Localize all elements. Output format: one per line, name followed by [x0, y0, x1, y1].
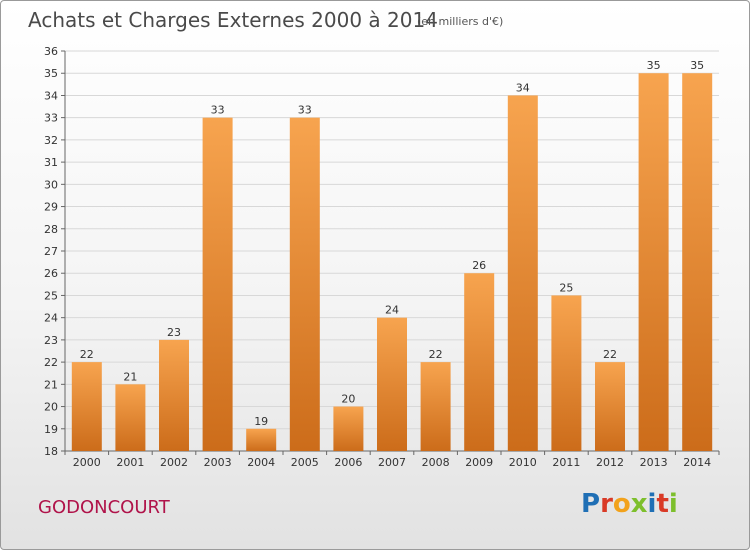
- label-layer: 2000 22 2001 21 2002 23 2003 33 2004 19 2005 33 2006…: [73, 59, 711, 469]
- bar: [420, 362, 451, 451]
- bar: [333, 406, 364, 451]
- x-tick-label: 2011: [552, 456, 580, 469]
- bar-layer: [71, 73, 713, 452]
- bar: [551, 295, 582, 451]
- y-tick-label: 19: [44, 423, 58, 436]
- logo-letter: i: [647, 489, 657, 519]
- logo-letter: P: [581, 489, 601, 519]
- y-tick-label: 18: [44, 445, 58, 458]
- y-tick-label: 32: [44, 134, 58, 147]
- bar-value-label: 22: [603, 348, 617, 361]
- logo-letter: r: [600, 489, 613, 519]
- y-tick-label: 33: [44, 112, 58, 125]
- x-tick-label: 2013: [640, 456, 668, 469]
- chart-title: Achats et Charges Externes 2000 à 2014: [28, 8, 438, 32]
- x-tick-label: 2014: [683, 456, 711, 469]
- bar: [638, 73, 669, 451]
- bar-value-label: 20: [341, 393, 355, 406]
- y-tick-label: 27: [44, 245, 58, 258]
- logo-letter: t: [656, 489, 669, 519]
- bar-value-label: 33: [298, 104, 312, 117]
- bar-value-label: 35: [690, 59, 704, 72]
- y-tick-label: 22: [44, 356, 58, 369]
- x-tick-label: 2008: [422, 456, 450, 469]
- bar: [71, 362, 102, 451]
- x-tick-label: 2003: [204, 456, 232, 469]
- x-tick-label: 2009: [465, 456, 493, 469]
- y-tick-label: 29: [44, 201, 58, 214]
- bar: [202, 117, 233, 452]
- x-tick-label: 2004: [247, 456, 275, 469]
- bar: [595, 362, 625, 451]
- y-tick-label: 31: [44, 156, 58, 169]
- logo-letter: x: [630, 489, 648, 519]
- bar-value-label: 26: [472, 259, 486, 272]
- y-tick-label: 20: [44, 401, 58, 414]
- bar: [464, 273, 495, 451]
- x-tick-label: 2005: [291, 456, 319, 469]
- y-tick-label: 23: [44, 334, 58, 347]
- x-tick-label: 2010: [509, 456, 537, 469]
- chart-unit: (en milliers d'€): [417, 15, 504, 28]
- y-tick-label: 34: [44, 89, 58, 102]
- logo-letter: o: [612, 489, 631, 519]
- y-tick-label: 24: [44, 312, 58, 325]
- y-tick-label: 30: [44, 178, 58, 191]
- x-tick-label: 2012: [596, 456, 624, 469]
- x-tick-label: 2000: [73, 456, 101, 469]
- y-tick-label: 21: [44, 378, 58, 391]
- y-tick-label: 36: [44, 45, 58, 58]
- place-name: GODONCOURT: [38, 497, 170, 518]
- bar-value-label: 21: [123, 370, 137, 383]
- bar-value-label: 22: [80, 348, 94, 361]
- proxiti-logo[interactable]: Proxiti: [581, 489, 678, 519]
- bar: [289, 117, 320, 452]
- axis-layer: 18 19 20 21 22 23 24 25 26 27 28 29 30 31 32 33 34 35 36: [44, 45, 720, 458]
- x-tick-label: 2006: [334, 456, 362, 469]
- bar-value-label: 33: [211, 104, 225, 117]
- y-tick-label: 25: [44, 289, 58, 302]
- x-tick-label: 2001: [116, 456, 144, 469]
- bar-value-label: 22: [429, 348, 443, 361]
- bar: [682, 73, 713, 451]
- bar: [377, 317, 407, 451]
- bar-value-label: 24: [385, 304, 399, 317]
- bar: [115, 384, 146, 451]
- bar: [507, 95, 538, 451]
- x-tick-label: 2007: [378, 456, 406, 469]
- bar-value-label: 23: [167, 326, 181, 339]
- bar: [159, 339, 189, 451]
- bar-value-label: 25: [559, 281, 573, 294]
- bar-value-label: 34: [516, 81, 530, 94]
- bar: [246, 428, 277, 451]
- y-tick-label: 28: [44, 223, 58, 236]
- x-tick-label: 2002: [160, 456, 188, 469]
- y-tick-label: 35: [44, 67, 58, 80]
- logo-letter: i: [668, 489, 678, 519]
- y-tick-label: 26: [44, 267, 58, 280]
- bar-value-label: 35: [647, 59, 661, 72]
- bar-value-label: 19: [254, 415, 268, 428]
